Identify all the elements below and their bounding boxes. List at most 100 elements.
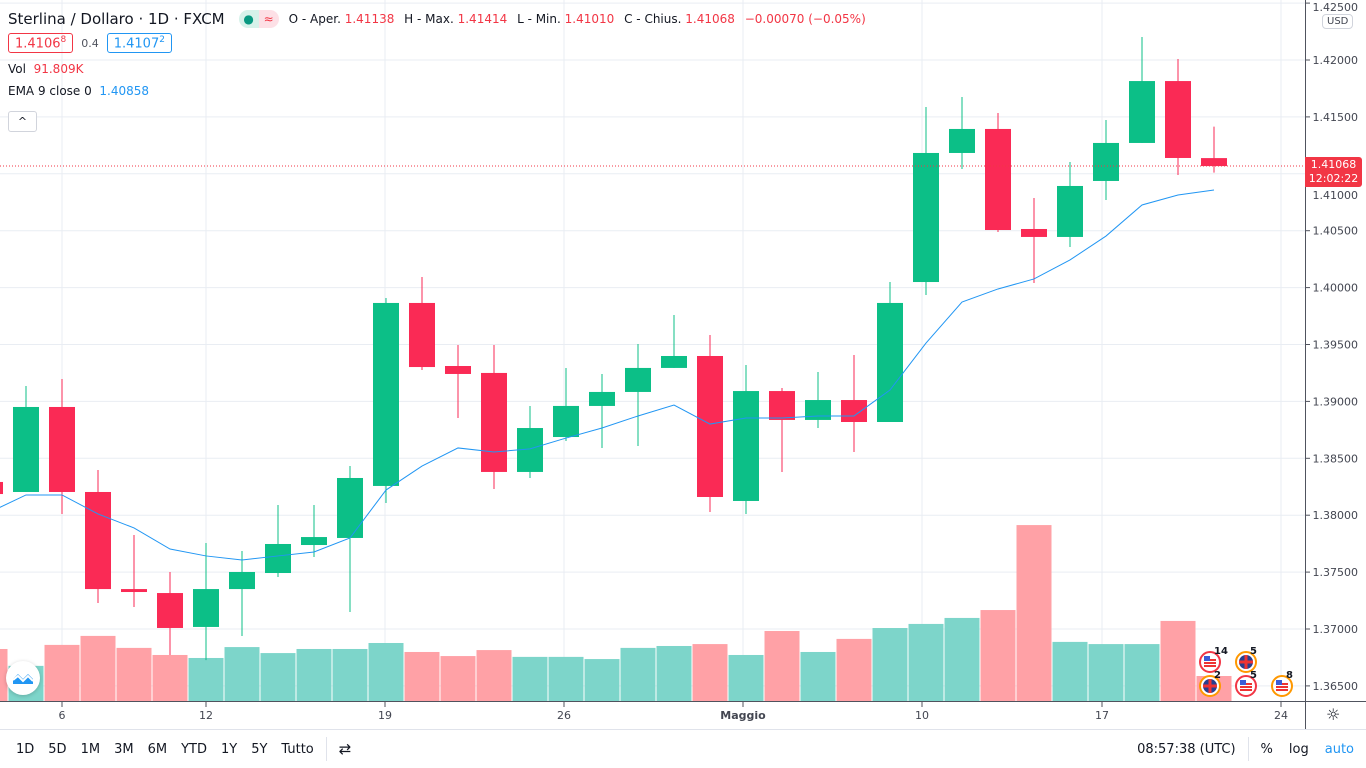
market-status[interactable]: ● ≈ (238, 10, 279, 28)
currency-label[interactable]: USD (1322, 14, 1354, 29)
candle-body (373, 302, 399, 486)
candle (625, 344, 651, 447)
candle (229, 551, 255, 637)
range-5d[interactable]: 5D (48, 741, 67, 757)
range-1m[interactable]: 1M (80, 741, 101, 757)
range-ytd[interactable]: YTD (181, 741, 207, 757)
price-tick-label: 1.38000 (1313, 509, 1359, 522)
candle (769, 387, 795, 472)
candle-body (13, 406, 39, 492)
candle-body (193, 589, 219, 627)
candle (589, 373, 615, 449)
candle-body (1165, 81, 1191, 158)
ohlc-values: O - Aper. 1.41138 H - Max. 1.41414 L - M… (288, 12, 866, 26)
event-uk-flag-icon[interactable]: 5 (1234, 646, 1258, 674)
ema-legend[interactable]: EMA 9 close 0 1.40858 (8, 84, 150, 98)
candle (1165, 58, 1191, 176)
volume-bar (764, 631, 800, 701)
clock[interactable]: 08:57:38 (UTC) (1137, 741, 1236, 757)
range-1y[interactable]: 1Y (220, 741, 238, 757)
candle (913, 106, 939, 295)
candle (805, 372, 831, 429)
sell-button[interactable]: 1.41068 (8, 32, 74, 54)
volume-bar (1160, 620, 1196, 701)
time-axis[interactable]: 6 12 19 26 Maggio 10 17 24 (59, 702, 1289, 722)
candle (733, 364, 759, 515)
candle (1201, 126, 1227, 173)
percent-toggle[interactable]: % (1260, 741, 1273, 757)
volume-bar (872, 628, 908, 701)
candle (1021, 198, 1047, 284)
volume-bar (908, 623, 944, 701)
time-tick-label: 26 (557, 709, 571, 722)
spread: 0.4 (81, 36, 99, 50)
time-tick-label: 6 (59, 709, 66, 722)
candle (697, 335, 723, 513)
event-us-flag-icon[interactable]: 5 (1234, 670, 1258, 698)
price-tick-label: 1.37000 (1313, 623, 1359, 636)
time-tick-label: 10 (915, 709, 929, 722)
volume-bar (584, 659, 620, 701)
candle (301, 504, 327, 557)
range-1d[interactable]: 1D (16, 741, 35, 757)
candle-body (1021, 228, 1047, 237)
market-open-icon: ● (238, 10, 259, 28)
range-5y[interactable]: 5Y (251, 741, 268, 757)
price-tick-label: 1.37500 (1313, 566, 1359, 579)
price-tick-label: 1.39000 (1313, 395, 1359, 408)
range-tutto[interactable]: Tutto (281, 741, 314, 757)
last-price-tag: 1.41068 12:02:22 (1305, 157, 1362, 187)
volume-bar (512, 656, 548, 701)
event-us-flag-icon[interactable]: 8 (1270, 670, 1294, 698)
candle (1093, 119, 1119, 200)
log-toggle[interactable]: log (1288, 741, 1309, 757)
price-tick-label: 1.42500 (1313, 1, 1359, 14)
volume-bar (260, 653, 296, 701)
collapse-legend-button[interactable]: ^ (8, 111, 37, 132)
candle (85, 470, 111, 604)
candle-body (157, 593, 183, 628)
candle-body (1201, 158, 1227, 167)
bottom-toolbar: 1D 5D 1M 3M 6M YTD 1Y 5Y Tutto ⇄ 08:57:38 (UTC) … (0, 729, 1366, 768)
candle (1129, 37, 1155, 143)
candle (337, 466, 363, 613)
volume-bar (440, 656, 476, 701)
settings-icon[interactable]: ☼ (1326, 705, 1341, 724)
candle-body (229, 571, 255, 590)
buy-button[interactable]: 1.41072 (106, 32, 172, 54)
range-3m[interactable]: 3M (114, 741, 134, 757)
volume-bar (1016, 525, 1052, 701)
volume-bar (1088, 644, 1124, 701)
price-chart[interactable]: 1.42500 1.42000 1.41500 1.41000 1.40500 1.400… (0, 0, 1366, 729)
volume-bar (224, 647, 260, 701)
volume-legend[interactable]: Vol 91.809K (8, 62, 84, 76)
price-tick-label: 1.36500 (1313, 680, 1359, 693)
candle-body (1129, 81, 1155, 143)
price-axis[interactable]: 1.42500 1.42000 1.41500 1.41000 1.40500 1.400… (1305, 1, 1358, 693)
volume-bar (1052, 641, 1088, 701)
tradingview-logo[interactable] (6, 661, 40, 695)
auto-toggle[interactable]: auto (1324, 741, 1354, 757)
range-6m[interactable]: 6M (147, 741, 168, 757)
candle-body (805, 400, 831, 420)
legend: Sterlina / Dollaro · 1D · FXCM ● ≈ O - A… (8, 8, 872, 102)
candle-body (769, 391, 795, 420)
volume-bar (800, 651, 836, 701)
event-us-flag-icon[interactable]: 14 (1198, 646, 1228, 674)
candle-body (553, 405, 579, 438)
candle-body (697, 355, 723, 497)
symbol-title[interactable]: Sterlina / Dollaro · 1D · FXCM (8, 10, 225, 28)
candle (841, 354, 867, 453)
candle (265, 504, 291, 577)
time-tick-label: 17 (1095, 709, 1109, 722)
date-range-icon[interactable]: ⇄ (338, 740, 352, 758)
candle (553, 367, 579, 442)
candle-body (877, 302, 903, 422)
candle-body (1093, 142, 1119, 181)
wave-icon: ≈ (258, 10, 279, 28)
event-uk-flag-icon[interactable]: 2 (1198, 670, 1222, 698)
candle (0, 481, 3, 495)
candle-body (625, 367, 651, 392)
volume-bar (728, 654, 764, 701)
candle (121, 535, 147, 608)
